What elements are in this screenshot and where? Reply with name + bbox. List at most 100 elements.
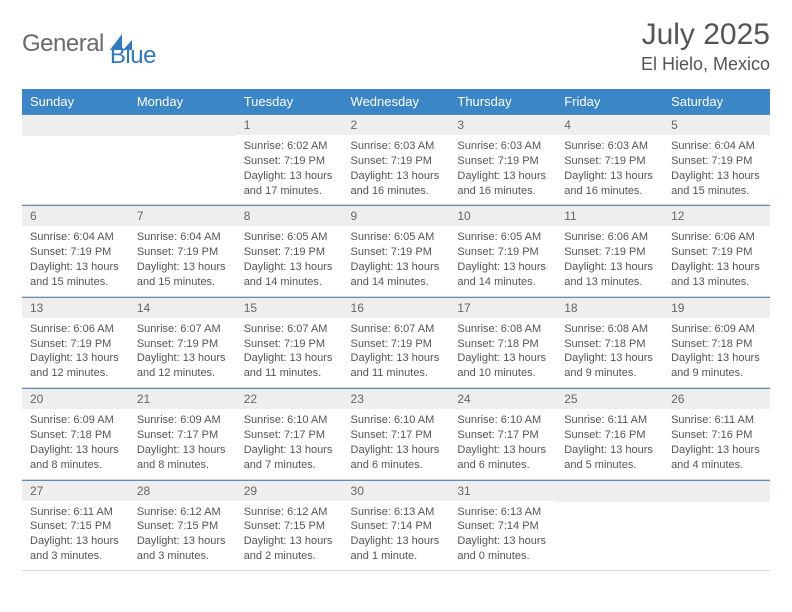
day-number: 29 bbox=[236, 480, 343, 501]
daylight-text: Daylight: 13 hours and 15 minutes. bbox=[137, 260, 228, 290]
calendar-table: Sunday Monday Tuesday Wednesday Thursday… bbox=[22, 89, 770, 571]
calendar-cell: 5Sunrise: 6:04 AMSunset: 7:19 PMDaylight… bbox=[663, 114, 770, 205]
sunrise-text: Sunrise: 6:10 AM bbox=[351, 413, 442, 428]
day-details: Sunrise: 6:10 AMSunset: 7:17 PMDaylight:… bbox=[343, 409, 450, 478]
calendar-cell bbox=[129, 114, 236, 205]
sunset-text: Sunset: 7:16 PM bbox=[564, 428, 655, 443]
sunset-text: Sunset: 7:19 PM bbox=[564, 245, 655, 260]
day-details: Sunrise: 6:05 AMSunset: 7:19 PMDaylight:… bbox=[449, 226, 556, 295]
daylight-text: Daylight: 13 hours and 15 minutes. bbox=[671, 169, 762, 199]
day-details: Sunrise: 6:11 AMSunset: 7:16 PMDaylight:… bbox=[663, 409, 770, 478]
daylight-text: Daylight: 13 hours and 15 minutes. bbox=[30, 260, 121, 290]
sunset-text: Sunset: 7:19 PM bbox=[30, 245, 121, 260]
sunset-text: Sunset: 7:19 PM bbox=[137, 337, 228, 352]
day-number: 15 bbox=[236, 297, 343, 318]
sunset-text: Sunset: 7:19 PM bbox=[564, 154, 655, 169]
calendar-cell: 8Sunrise: 6:05 AMSunset: 7:19 PMDaylight… bbox=[236, 205, 343, 296]
sunrise-text: Sunrise: 6:13 AM bbox=[351, 505, 442, 520]
calendar-cell: 16Sunrise: 6:07 AMSunset: 7:19 PMDayligh… bbox=[343, 296, 450, 387]
sunset-text: Sunset: 7:17 PM bbox=[244, 428, 335, 443]
sunrise-text: Sunrise: 6:03 AM bbox=[351, 139, 442, 154]
daylight-text: Daylight: 13 hours and 11 minutes. bbox=[244, 351, 335, 381]
calendar-cell: 26Sunrise: 6:11 AMSunset: 7:16 PMDayligh… bbox=[663, 388, 770, 479]
daylight-text: Daylight: 13 hours and 13 minutes. bbox=[564, 260, 655, 290]
day-details: Sunrise: 6:06 AMSunset: 7:19 PMDaylight:… bbox=[22, 318, 129, 387]
daylight-text: Daylight: 13 hours and 0 minutes. bbox=[457, 534, 548, 564]
day-number: 20 bbox=[22, 388, 129, 409]
day-number: 27 bbox=[22, 480, 129, 501]
sunset-text: Sunset: 7:17 PM bbox=[457, 428, 548, 443]
page-header: General Blue July 2025 El Hielo, Mexico bbox=[22, 18, 770, 75]
sunrise-text: Sunrise: 6:12 AM bbox=[137, 505, 228, 520]
daylight-text: Daylight: 13 hours and 16 minutes. bbox=[457, 169, 548, 199]
sunrise-text: Sunrise: 6:12 AM bbox=[244, 505, 335, 520]
calendar-cell: 17Sunrise: 6:08 AMSunset: 7:18 PMDayligh… bbox=[449, 296, 556, 387]
weekday-header: Thursday bbox=[449, 89, 556, 114]
day-number: 18 bbox=[556, 297, 663, 318]
day-number: 9 bbox=[343, 205, 450, 226]
day-details: Sunrise: 6:07 AMSunset: 7:19 PMDaylight:… bbox=[343, 318, 450, 387]
sunrise-text: Sunrise: 6:07 AM bbox=[244, 322, 335, 337]
sunrise-text: Sunrise: 6:06 AM bbox=[564, 230, 655, 245]
calendar-cell: 31Sunrise: 6:13 AMSunset: 7:14 PMDayligh… bbox=[449, 479, 556, 570]
day-number: 3 bbox=[449, 114, 556, 135]
day-number: 5 bbox=[663, 114, 770, 135]
sunrise-text: Sunrise: 6:11 AM bbox=[671, 413, 762, 428]
day-details: Sunrise: 6:03 AMSunset: 7:19 PMDaylight:… bbox=[556, 135, 663, 204]
calendar-cell: 29Sunrise: 6:12 AMSunset: 7:15 PMDayligh… bbox=[236, 479, 343, 570]
day-number: 2 bbox=[343, 114, 450, 135]
weekday-header: Monday bbox=[129, 89, 236, 114]
sunrise-text: Sunrise: 6:03 AM bbox=[457, 139, 548, 154]
daylight-text: Daylight: 13 hours and 14 minutes. bbox=[244, 260, 335, 290]
daylight-text: Daylight: 13 hours and 6 minutes. bbox=[351, 443, 442, 473]
sunrise-text: Sunrise: 6:05 AM bbox=[351, 230, 442, 245]
day-number: 19 bbox=[663, 297, 770, 318]
daylight-text: Daylight: 13 hours and 16 minutes. bbox=[564, 169, 655, 199]
day-number: 17 bbox=[449, 297, 556, 318]
calendar-cell: 28Sunrise: 6:12 AMSunset: 7:15 PMDayligh… bbox=[129, 479, 236, 570]
daylight-text: Daylight: 13 hours and 7 minutes. bbox=[244, 443, 335, 473]
day-number: 30 bbox=[343, 480, 450, 501]
daylight-text: Daylight: 13 hours and 4 minutes. bbox=[671, 443, 762, 473]
calendar-cell: 14Sunrise: 6:07 AMSunset: 7:19 PMDayligh… bbox=[129, 296, 236, 387]
sunset-text: Sunset: 7:17 PM bbox=[351, 428, 442, 443]
day-details: Sunrise: 6:04 AMSunset: 7:19 PMDaylight:… bbox=[129, 226, 236, 295]
month-title: July 2025 bbox=[641, 18, 770, 52]
empty-day bbox=[556, 480, 663, 502]
day-details: Sunrise: 6:04 AMSunset: 7:19 PMDaylight:… bbox=[22, 226, 129, 295]
day-number: 22 bbox=[236, 388, 343, 409]
day-number: 1 bbox=[236, 114, 343, 135]
sunset-text: Sunset: 7:18 PM bbox=[30, 428, 121, 443]
day-details: Sunrise: 6:06 AMSunset: 7:19 PMDaylight:… bbox=[556, 226, 663, 295]
daylight-text: Daylight: 13 hours and 3 minutes. bbox=[30, 534, 121, 564]
sunrise-text: Sunrise: 6:04 AM bbox=[137, 230, 228, 245]
calendar-cell: 1Sunrise: 6:02 AMSunset: 7:19 PMDaylight… bbox=[236, 114, 343, 205]
daylight-text: Daylight: 13 hours and 17 minutes. bbox=[244, 169, 335, 199]
day-number: 21 bbox=[129, 388, 236, 409]
day-details: Sunrise: 6:04 AMSunset: 7:19 PMDaylight:… bbox=[663, 135, 770, 204]
sunset-text: Sunset: 7:19 PM bbox=[671, 245, 762, 260]
calendar-cell: 7Sunrise: 6:04 AMSunset: 7:19 PMDaylight… bbox=[129, 205, 236, 296]
weekday-header-row: Sunday Monday Tuesday Wednesday Thursday… bbox=[22, 89, 770, 114]
logo: General Blue bbox=[22, 18, 156, 70]
sunrise-text: Sunrise: 6:08 AM bbox=[457, 322, 548, 337]
sunrise-text: Sunrise: 6:04 AM bbox=[30, 230, 121, 245]
day-details: Sunrise: 6:13 AMSunset: 7:14 PMDaylight:… bbox=[343, 501, 450, 570]
title-block: July 2025 El Hielo, Mexico bbox=[641, 18, 770, 75]
daylight-text: Daylight: 13 hours and 8 minutes. bbox=[137, 443, 228, 473]
day-number: 14 bbox=[129, 297, 236, 318]
daylight-text: Daylight: 13 hours and 11 minutes. bbox=[351, 351, 442, 381]
day-details: Sunrise: 6:13 AMSunset: 7:14 PMDaylight:… bbox=[449, 501, 556, 570]
sunrise-text: Sunrise: 6:06 AM bbox=[30, 322, 121, 337]
weekday-header: Friday bbox=[556, 89, 663, 114]
day-details: Sunrise: 6:05 AMSunset: 7:19 PMDaylight:… bbox=[236, 226, 343, 295]
day-details: Sunrise: 6:12 AMSunset: 7:15 PMDaylight:… bbox=[236, 501, 343, 570]
daylight-text: Daylight: 13 hours and 5 minutes. bbox=[564, 443, 655, 473]
day-details: Sunrise: 6:09 AMSunset: 7:18 PMDaylight:… bbox=[663, 318, 770, 387]
calendar-cell: 2Sunrise: 6:03 AMSunset: 7:19 PMDaylight… bbox=[343, 114, 450, 205]
calendar-cell: 18Sunrise: 6:08 AMSunset: 7:18 PMDayligh… bbox=[556, 296, 663, 387]
day-details: Sunrise: 6:07 AMSunset: 7:19 PMDaylight:… bbox=[129, 318, 236, 387]
sunset-text: Sunset: 7:15 PM bbox=[137, 519, 228, 534]
daylight-text: Daylight: 13 hours and 14 minutes. bbox=[457, 260, 548, 290]
daylight-text: Daylight: 13 hours and 12 minutes. bbox=[30, 351, 121, 381]
